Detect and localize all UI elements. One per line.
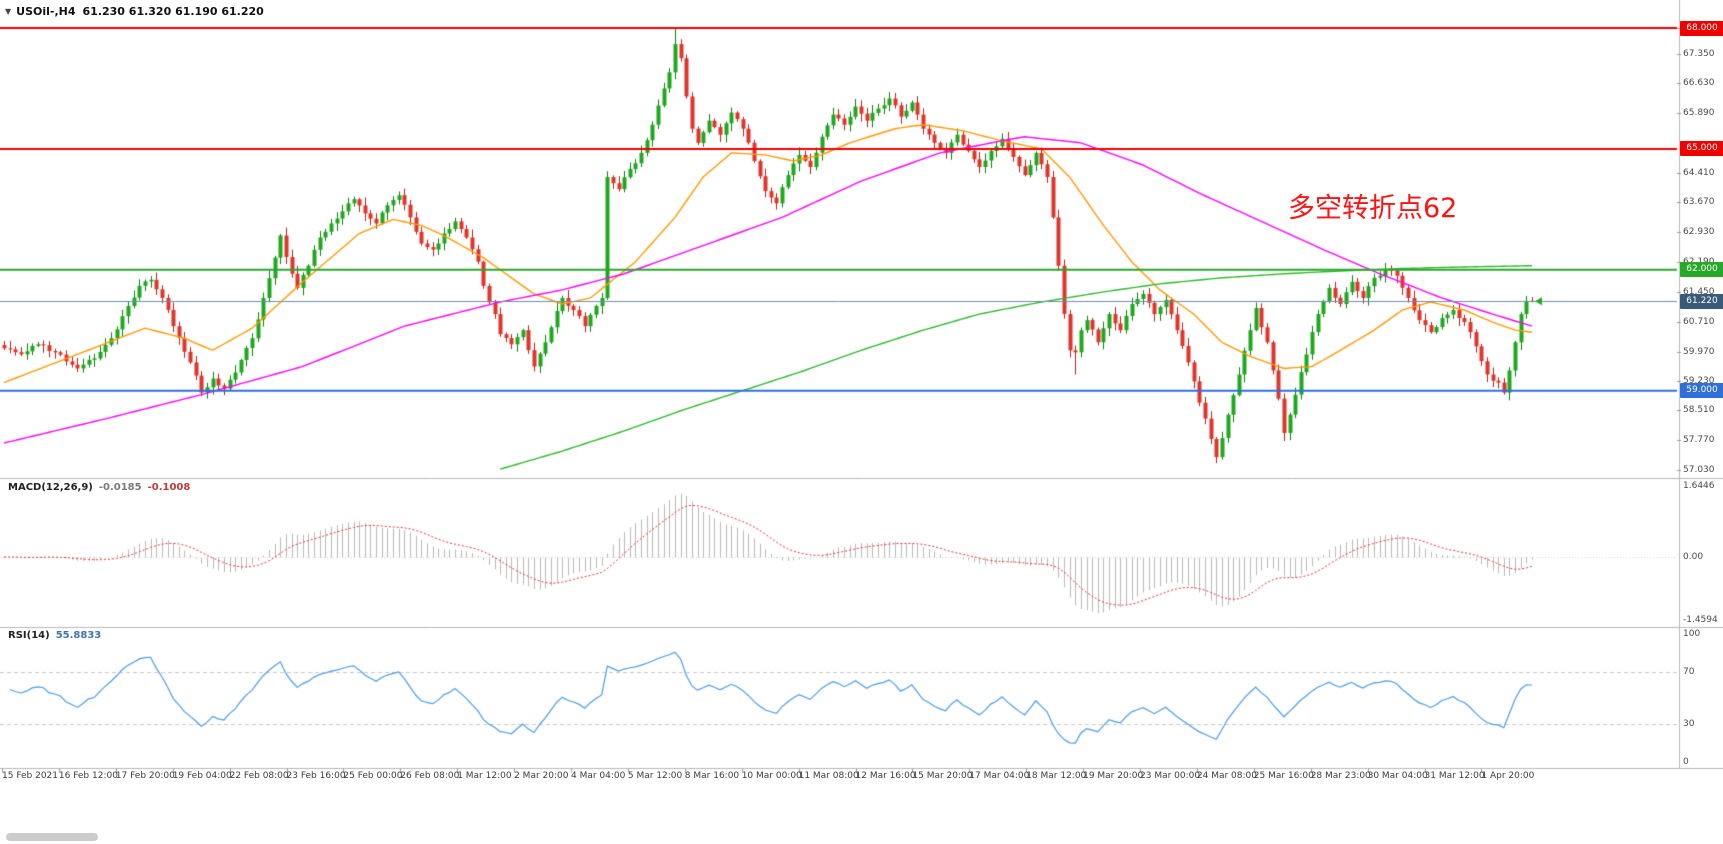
price-tick-label: 61.450: [1683, 286, 1715, 297]
time-axis-label: 31 Mar 12:00: [1424, 771, 1485, 781]
rsi-axis-label: 30: [1683, 718, 1695, 729]
price-tick-label: 65.890: [1683, 108, 1715, 118]
horizontal-scrollbar-thumb[interactable]: [6, 833, 98, 841]
time-axis-label: 17 Mar 04:00: [969, 771, 1030, 781]
price-tick-label: 59.230: [1683, 376, 1715, 387]
time-axis-label: 18 Mar 12:00: [1026, 771, 1087, 781]
time-axis-label: 12 Mar 16:00: [855, 771, 916, 781]
time-axis-label: 30 Mar 04:00: [1367, 771, 1428, 781]
macd-value: -0.0185: [98, 482, 142, 493]
time-axis-label: 24 Mar 08:00: [1196, 771, 1257, 781]
rsi-axis-label: 0: [1683, 757, 1689, 767]
time-axis-label: 17 Feb 20:00: [115, 771, 175, 781]
time-axis-label: 10 Mar 00:00: [741, 771, 802, 781]
price-badge: 62.000: [1680, 262, 1723, 278]
time-axis-label: 28 Mar 23:00: [1310, 771, 1371, 781]
price-tick-label: 58.510: [1683, 405, 1715, 416]
price-tick-label: 67.350: [1683, 49, 1715, 60]
price-badge: 61.220: [1680, 293, 1723, 309]
price-badge: 68.000: [1680, 20, 1723, 36]
chart-ohlc-header: ▼ USOil-,H4 61.230 61.320 61.190 61.220: [5, 5, 264, 18]
macd-name: MACD(12,26,9): [8, 482, 93, 493]
rsi-value: 55.8833: [55, 630, 102, 641]
time-axis-label: 23 Mar 00:00: [1140, 771, 1201, 781]
price-tick-label: 66.630: [1683, 78, 1715, 89]
time-axis-label: 11 Mar 08:00: [798, 771, 859, 781]
time-axis-label: 15 Feb 2021: [2, 771, 59, 781]
time-axis-label: 1 Mar 12:00: [457, 771, 512, 781]
annotation-text[interactable]: 多空转折点62: [1288, 193, 1458, 224]
rsi-axis-label: 100: [1683, 629, 1701, 639]
macd-signal-value: -0.1008: [147, 482, 191, 493]
price-tick-label: 63.670: [1683, 197, 1715, 208]
price-tick-label: 62.930: [1683, 227, 1715, 238]
time-axis-label: 19 Mar 20:00: [1083, 771, 1144, 781]
time-axis-label: 8 Mar 16:00: [684, 771, 740, 781]
time-axis-label: 16 Feb 12:00: [58, 771, 118, 781]
time-axis-label: 4 Mar 04:00: [571, 771, 626, 781]
macd-axis-label: -1.4594: [1683, 615, 1718, 625]
price-tick-label: 60.710: [1683, 316, 1715, 327]
collapse-arrow-icon[interactable]: ▼: [5, 7, 12, 16]
time-axis-label: 2 Mar 20:00: [514, 771, 569, 781]
price-tick-label: 64.410: [1683, 167, 1715, 178]
macd-axis-label: 1.6446: [1683, 481, 1715, 491]
rsi-name: RSI(14): [8, 630, 50, 641]
rsi-axis-label: 70: [1683, 667, 1695, 678]
time-axis-label: 5 Mar 12:00: [627, 771, 683, 781]
time-axis-label: 26 Feb 08:00: [400, 771, 460, 781]
time-axis-label: 15 Mar 20:00: [912, 771, 973, 781]
time-axis-label: 22 Feb 08:00: [229, 771, 289, 781]
ohlc-values: 61.230 61.320 61.190 61.220: [82, 5, 264, 18]
symbol-timeframe-label: USOil-,H4: [16, 5, 76, 18]
rsi-indicator-label: RSI(14) 55.8833: [8, 630, 101, 641]
price-tick-label: 59.970: [1683, 346, 1715, 357]
macd-axis-label: 0.00: [1683, 551, 1704, 562]
macd-indicator-label: MACD(12,26,9) -0.0185 -0.1008: [8, 482, 190, 493]
time-axis-label: 25 Mar 16:00: [1253, 771, 1314, 781]
price-tick-label: 57.030: [1683, 465, 1715, 475]
time-axis-label: 1 Apr 20:00: [1481, 771, 1535, 781]
time-axis-label: 19 Feb 04:00: [172, 771, 232, 781]
price-tick-label: 62.190: [1683, 257, 1715, 267]
price-badge: 59.000: [1680, 383, 1723, 399]
time-axis-label: 23 Feb 16:00: [286, 771, 346, 781]
price-tick-label: 57.770: [1683, 435, 1715, 446]
time-axis-label: 25 Feb 00:00: [343, 771, 403, 781]
price-badge: 65.000: [1680, 141, 1723, 157]
